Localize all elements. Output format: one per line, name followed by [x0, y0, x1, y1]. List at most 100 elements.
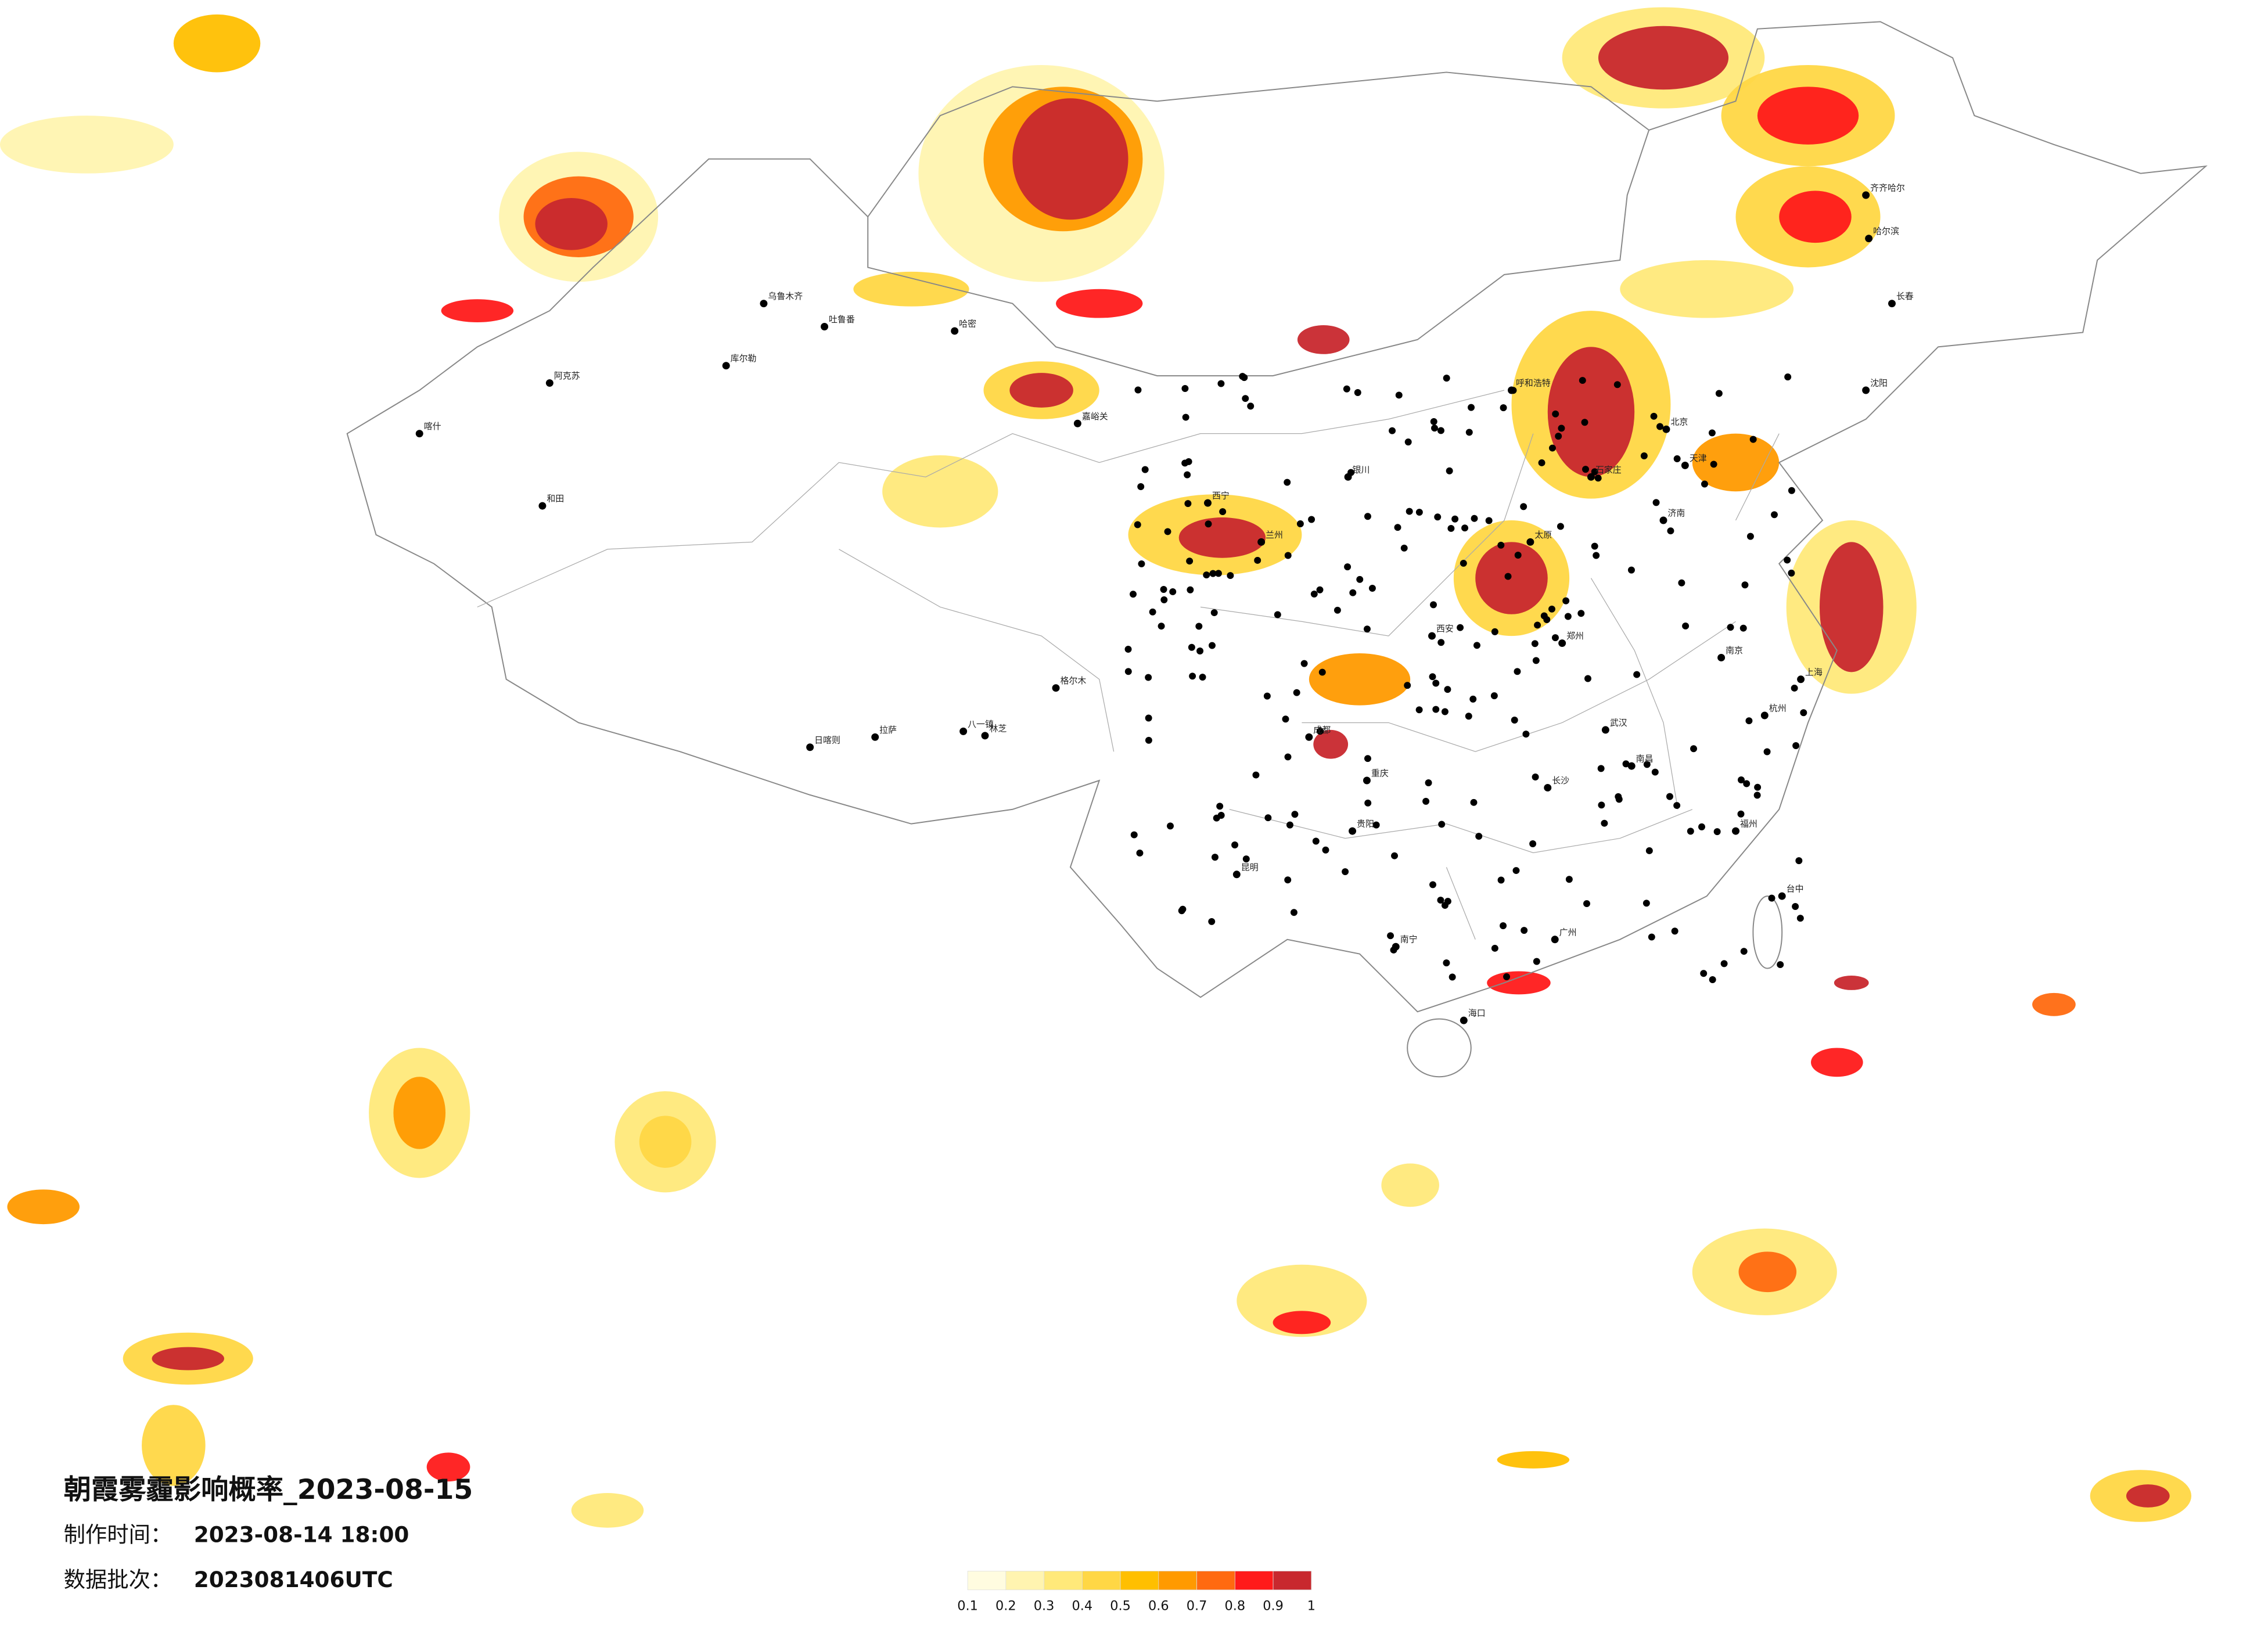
haze-area: [535, 197, 608, 250]
city-dot: [1743, 780, 1751, 787]
city-dot: [1511, 716, 1518, 724]
city-dot: [1404, 682, 1411, 689]
legend-tick-label: 0.4: [1072, 1599, 1093, 1614]
haze-area: [1178, 517, 1266, 558]
city-dot: [1741, 581, 1749, 589]
city-dot: [1364, 799, 1372, 807]
city-dot: [1601, 726, 1609, 734]
city-dot: [1549, 444, 1556, 452]
city-dot: [1862, 386, 1870, 394]
city-dot: [1073, 419, 1081, 427]
city-label: 重庆: [1371, 768, 1389, 779]
haze-area: [1757, 87, 1859, 145]
time-value: 2023-08-14 18:00: [194, 1522, 409, 1548]
city-label: 贵阳: [1357, 819, 1374, 829]
legend-swatch: [967, 1571, 1007, 1591]
city-label: 昆明: [1241, 862, 1259, 872]
haze-area: [571, 1493, 644, 1528]
city-dot: [1312, 837, 1320, 845]
haze-area: [1309, 653, 1411, 706]
haze-area: [1598, 26, 1729, 90]
city-dot: [1771, 511, 1778, 519]
city-label: 齐齐哈尔: [1870, 183, 1905, 193]
city-dot: [1130, 591, 1137, 598]
city-dot: [1497, 876, 1505, 884]
city-dot: [1432, 679, 1440, 687]
city-dot: [1211, 854, 1219, 861]
city-dot: [1615, 793, 1622, 800]
city-dot: [1124, 646, 1132, 653]
city-dot: [1788, 569, 1795, 577]
city-dot: [1485, 517, 1493, 524]
city-dot: [1460, 559, 1467, 567]
city-dot: [1145, 736, 1152, 744]
city-dot: [1184, 471, 1191, 479]
city-dot: [1862, 191, 1870, 199]
city-label: 拉萨: [879, 725, 897, 735]
city-dot: [1443, 959, 1450, 967]
city-dot: [1181, 459, 1189, 467]
city-dot: [1284, 479, 1291, 486]
city-dot: [1475, 833, 1483, 840]
city-dot: [1178, 907, 1185, 915]
city-label: 上海: [1805, 667, 1823, 677]
city-dot: [1227, 572, 1234, 580]
city-dot: [1500, 922, 1507, 930]
city-dot: [1473, 642, 1480, 649]
legend-tick-label: 0.8: [1225, 1599, 1246, 1614]
city-dot: [1390, 946, 1397, 954]
city-dot: [1587, 473, 1595, 481]
legend-swatch: [1120, 1571, 1159, 1591]
city-dot: [1534, 621, 1541, 629]
city-dot: [1520, 503, 1527, 510]
city-dot: [1558, 425, 1565, 432]
city-dot: [1738, 776, 1745, 783]
city-dot: [1437, 639, 1445, 646]
city-dot: [1404, 438, 1412, 446]
city-dot: [951, 327, 959, 335]
city-dot: [1633, 671, 1641, 678]
city-dot: [1457, 624, 1464, 631]
city-dot: [1444, 686, 1451, 693]
city-dot: [1784, 556, 1791, 564]
city-label: 杭州: [1769, 703, 1787, 714]
city-dot: [1682, 622, 1690, 629]
batch-label: 数据批次：: [64, 1567, 172, 1592]
city-dot: [1363, 776, 1371, 785]
city-dot: [1284, 552, 1292, 559]
city-label: 吐鲁番: [829, 314, 855, 325]
city-dot: [1204, 499, 1212, 507]
haze-area: [393, 1077, 446, 1149]
legend-tick-label: 0.1: [957, 1599, 978, 1614]
city-dot: [1768, 894, 1775, 902]
city-dot: [1164, 528, 1171, 535]
city-label: 沈阳: [1870, 378, 1888, 388]
city-label: 西宁: [1212, 491, 1230, 501]
city-dot: [1145, 714, 1152, 722]
city-dot: [1141, 466, 1149, 473]
city-dot: [1137, 483, 1145, 490]
city-dot: [760, 300, 768, 308]
city-dot: [1186, 557, 1194, 565]
city-dot: [1199, 674, 1206, 681]
city-dot: [1583, 900, 1590, 908]
city-dot: [1715, 390, 1723, 397]
city-dot: [1429, 881, 1437, 888]
city-dot: [1318, 668, 1326, 676]
city-dot: [1252, 771, 1260, 779]
city-dot: [1460, 1016, 1468, 1024]
city-dot: [1491, 628, 1498, 635]
city-dot: [1167, 822, 1174, 830]
city-dot: [1203, 571, 1210, 579]
city-dot: [1643, 761, 1651, 768]
city-dot: [1169, 588, 1177, 595]
haze-area: [1819, 542, 1884, 672]
city-dot: [1613, 381, 1621, 388]
city-dot: [1470, 798, 1478, 806]
city-dot: [1196, 647, 1204, 654]
city-dot: [1160, 596, 1168, 603]
city-dot: [1698, 823, 1705, 830]
city-dot: [1274, 611, 1281, 618]
legend-swatch: [1044, 1571, 1083, 1591]
city-dot: [1447, 524, 1455, 532]
